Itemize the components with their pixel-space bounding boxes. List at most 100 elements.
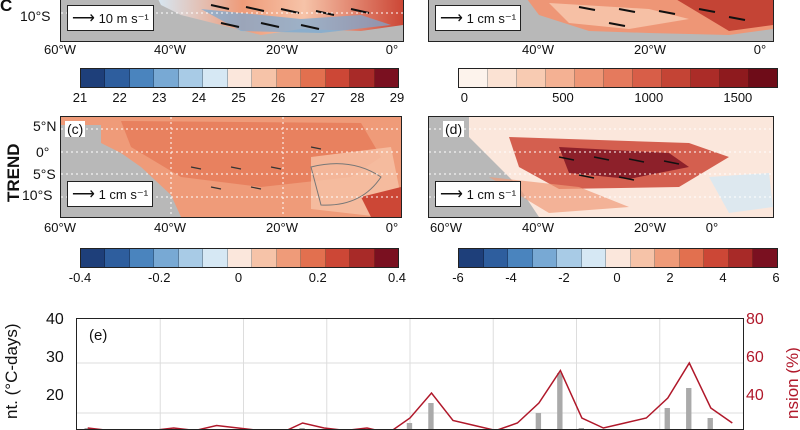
lon-label-b-2: 20°W [634,42,666,57]
colorbar-tick-label: 29 [389,90,405,105]
lon-label-d-1: 40°W [522,220,554,235]
vector-arrow-icon: ⟶ [72,10,95,27]
ts-left-axis-label: nt. (°C-days) [2,323,21,419]
scale-box-c: ⟶ 1 cm s⁻¹ [67,181,154,207]
scale-label: 1 cm s⁻¹ [466,187,517,202]
colorbar-swatch [720,69,749,87]
colorbar-swatch [655,249,680,267]
colorbar-swatch [178,69,204,87]
colorbar-tick-label: 26 [270,90,286,105]
colorbar-swatch [276,69,302,87]
colorbar-swatch [575,69,604,87]
vector-arrow-icon: ⟶ [440,10,463,27]
colorbar-swatch [749,69,777,87]
lon-label-c-1: 40°W [154,220,186,235]
colorbar-swatch [508,249,533,267]
colorbar-swatch [350,69,375,87]
colorbar-swatch [606,249,631,267]
lon-label-c-2: 20°W [266,220,298,235]
lon-label-d-2: 20°W [634,220,666,235]
map-panel-d: (d) ⟶ 1 cm s⁻¹ [428,116,774,218]
map-panel-a: ⟶ 10 m s⁻¹ [60,0,404,42]
colorbar-swatch [301,249,326,267]
bar [428,403,434,429]
colorbar-tick-label: 0.2 [308,270,327,285]
colorbar-swatch [532,249,558,267]
scale-label: 1 cm s⁻¹ [98,187,149,202]
colorbar-swatch [679,249,705,267]
lon-label-c-0: 60°W [44,220,76,235]
colorbar-swatch [459,69,488,87]
ts-left-tick-40: 40 [46,311,64,328]
map-panel-c: (c) ⟶ 1 cm s⁻¹ [60,116,402,218]
lat-label-5n: 5°N [33,118,57,134]
scale-label: 1 cm s⁻¹ [466,11,517,26]
colorbar-swatch [105,69,130,87]
colorbar-tick-label: 4 [719,270,727,285]
colorbar-tick-label: 500 [552,90,574,105]
lon-label-a-3: 0° [385,42,399,57]
ts-left-tick-20: 20 [46,387,64,404]
colorbar-swatch [203,69,228,87]
colorbar-tick-label: 28 [350,90,365,105]
colorbar-tick-label: 0 [234,270,243,285]
colorbar-swatch [81,249,106,267]
panel-letter-d: (d) [443,121,465,137]
row-label-trend: TREND [4,143,23,202]
lon-label-d-0: 60°W [430,220,462,235]
colorbar-swatch [517,69,546,87]
ts-right-axis-label: nsion (%) [783,347,800,419]
ts-right-tick-40: 40 [746,387,764,404]
colorbar-swatch [604,69,633,87]
lon-label-b-1: 40°W [522,42,554,57]
ts-right-tick-80: 80 [746,311,764,328]
colorbar-tick-label: 6 [772,270,780,285]
colorbar-c [80,248,399,268]
bar [299,428,305,429]
bar [707,418,713,429]
timeseries-panel-e: (e) [76,318,744,430]
bar [406,423,413,429]
colorbar-tick-label: 24 [191,90,207,105]
colorbar-tick-label: 1000 [634,90,664,105]
bar [578,428,585,429]
colorbar-swatch [374,249,399,267]
row-label-top: C [0,0,13,15]
lon-label-b-3: 0° [753,42,767,57]
colorbar-swatch [374,69,399,87]
colorbar-swatch [105,249,130,267]
colorbar-swatch [227,69,253,87]
map-panel-b: ⟶ 1 cm s⁻¹ [428,0,774,42]
scale-box-d: ⟶ 1 cm s⁻¹ [435,181,522,207]
lat-label-0: 0° [36,144,50,160]
bar [557,373,563,429]
scale-box-a: ⟶ 10 m s⁻¹ [67,5,154,31]
bar [535,413,542,429]
colorbar-swatch [325,249,351,267]
colorbar-tick-label: -0.2 [148,270,171,285]
colorbar-tick-label: 21 [72,90,88,105]
colorbar-tick-label: 0.4 [387,270,407,285]
panel-letter-c: (c) [65,121,86,137]
colorbar-tick-label: -6 [452,270,464,285]
colorbar-swatch [557,249,582,267]
colorbar-swatch [203,249,228,267]
panel-letter-e: (e) [89,327,108,344]
colorbar-swatch [252,69,277,87]
colorbar-tick-label: 27 [310,90,325,105]
colorbar-swatch [350,249,375,267]
lon-label-c-3: 0° [385,220,399,235]
colorbar-tick-label: -0.4 [68,270,92,285]
scale-box-b: ⟶ 1 cm s⁻¹ [435,5,522,31]
ts-left-tick-30: 30 [46,349,64,366]
colorbar-swatch [728,249,754,267]
colorbar-swatch [129,249,155,267]
colorbar-swatch [252,249,277,267]
lon-label-d-3: 0° [705,220,719,235]
scale-label: 10 m s⁻¹ [98,11,149,26]
vector-arrow-icon: ⟶ [72,186,95,203]
colorbar-d [458,248,778,268]
colorbar-swatch [483,249,509,267]
colorbar-swatch [546,69,575,87]
colorbar-tick-label: 25 [231,90,246,105]
